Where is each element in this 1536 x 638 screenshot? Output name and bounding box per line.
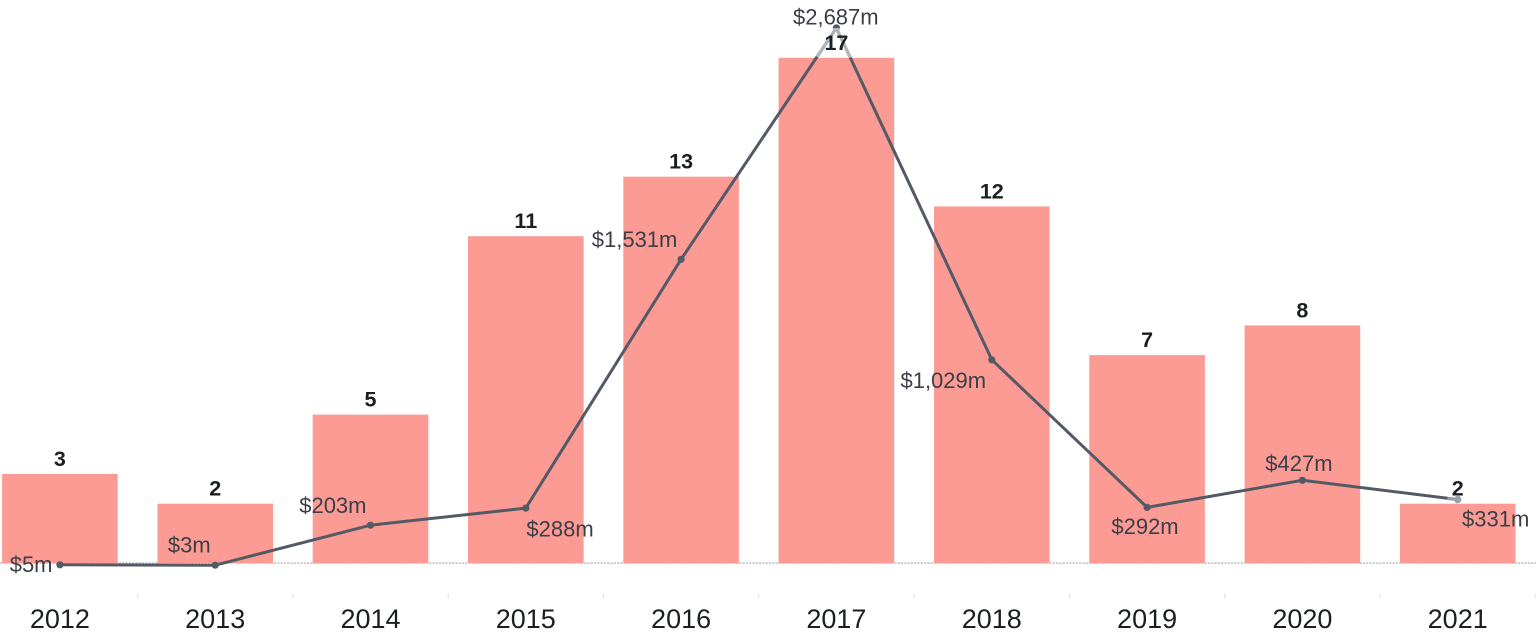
- svg-text:$203m: $203m: [299, 493, 366, 518]
- svg-text:2021: 2021: [1428, 604, 1488, 633]
- svg-text:2019: 2019: [1117, 604, 1177, 633]
- svg-text:2: 2: [1452, 477, 1464, 501]
- svg-text:13: 13: [669, 150, 693, 174]
- svg-text:$1,029m: $1,029m: [900, 368, 986, 393]
- svg-text:8: 8: [1296, 298, 1308, 322]
- svg-text:$331m: $331m: [1462, 506, 1529, 531]
- svg-text:$2,687m: $2,687m: [793, 5, 879, 30]
- svg-text:2020: 2020: [1272, 604, 1332, 633]
- svg-text:2012: 2012: [30, 604, 90, 633]
- svg-text:11: 11: [514, 209, 537, 233]
- svg-text:2015: 2015: [496, 604, 556, 633]
- svg-text:17: 17: [824, 31, 848, 55]
- svg-text:2013: 2013: [185, 604, 245, 633]
- svg-text:2016: 2016: [651, 604, 711, 633]
- svg-text:$427m: $427m: [1265, 451, 1332, 476]
- svg-text:7: 7: [1141, 328, 1153, 352]
- svg-text:2014: 2014: [340, 604, 400, 633]
- svg-text:$5m: $5m: [10, 552, 53, 577]
- svg-text:$288m: $288m: [526, 516, 593, 541]
- svg-text:$3m: $3m: [168, 532, 211, 557]
- svg-text:2017: 2017: [806, 604, 866, 633]
- svg-text:3: 3: [54, 447, 66, 471]
- svg-text:2018: 2018: [962, 604, 1022, 633]
- svg-text:$292m: $292m: [1111, 514, 1178, 539]
- svg-text:$1,531m: $1,531m: [592, 227, 678, 252]
- svg-text:5: 5: [365, 388, 377, 412]
- svg-text:12: 12: [980, 179, 1004, 203]
- svg-text:2: 2: [209, 477, 221, 501]
